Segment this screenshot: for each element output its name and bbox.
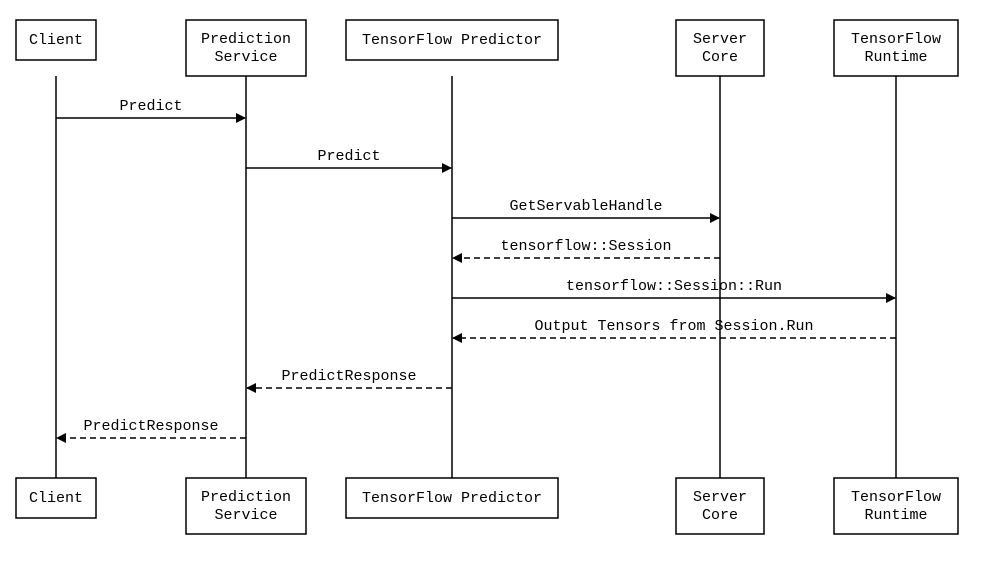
participant-label-client: Client [29, 32, 83, 49]
participant-label-core: Core [702, 507, 738, 524]
message-label-5: Output Tensors from Session.Run [534, 318, 813, 335]
participant-label-predictor: TensorFlow Predictor [362, 32, 542, 49]
participant-label-predsvc: Prediction [201, 489, 291, 506]
participant-box-predsvc [186, 20, 306, 76]
participant-label-predictor: TensorFlow Predictor [362, 490, 542, 507]
arrowhead [236, 113, 246, 123]
participant-label-runtime: TensorFlow [851, 489, 941, 506]
participant-box-core [676, 20, 764, 76]
message-label-6: PredictResponse [281, 368, 416, 385]
message-label-4: tensorflow::Session::Run [566, 278, 782, 295]
sequence-diagram: ClientClientPredictionServicePredictionS… [0, 0, 984, 567]
message-label-1: Predict [317, 148, 380, 165]
participant-box-predsvc [186, 478, 306, 534]
participant-label-predsvc: Prediction [201, 31, 291, 48]
participant-label-runtime: Runtime [864, 507, 927, 524]
message-label-0: Predict [119, 98, 182, 115]
message-label-2: GetServableHandle [509, 198, 662, 215]
participant-label-client: Client [29, 490, 83, 507]
participant-box-runtime [834, 20, 958, 76]
participant-box-runtime [834, 478, 958, 534]
arrowhead [452, 253, 462, 263]
arrowhead [246, 383, 256, 393]
participant-label-runtime: TensorFlow [851, 31, 941, 48]
participant-label-predsvc: Service [214, 49, 277, 66]
arrowhead [886, 293, 896, 303]
participant-label-runtime: Runtime [864, 49, 927, 66]
arrowhead [452, 333, 462, 343]
arrowhead [56, 433, 66, 443]
participant-label-predsvc: Service [214, 507, 277, 524]
participant-box-core [676, 478, 764, 534]
participant-label-core: Server [693, 31, 747, 48]
participant-label-core: Core [702, 49, 738, 66]
arrowhead [710, 213, 720, 223]
participant-label-core: Server [693, 489, 747, 506]
message-label-3: tensorflow::Session [500, 238, 671, 255]
arrowhead [442, 163, 452, 173]
message-label-7: PredictResponse [83, 418, 218, 435]
